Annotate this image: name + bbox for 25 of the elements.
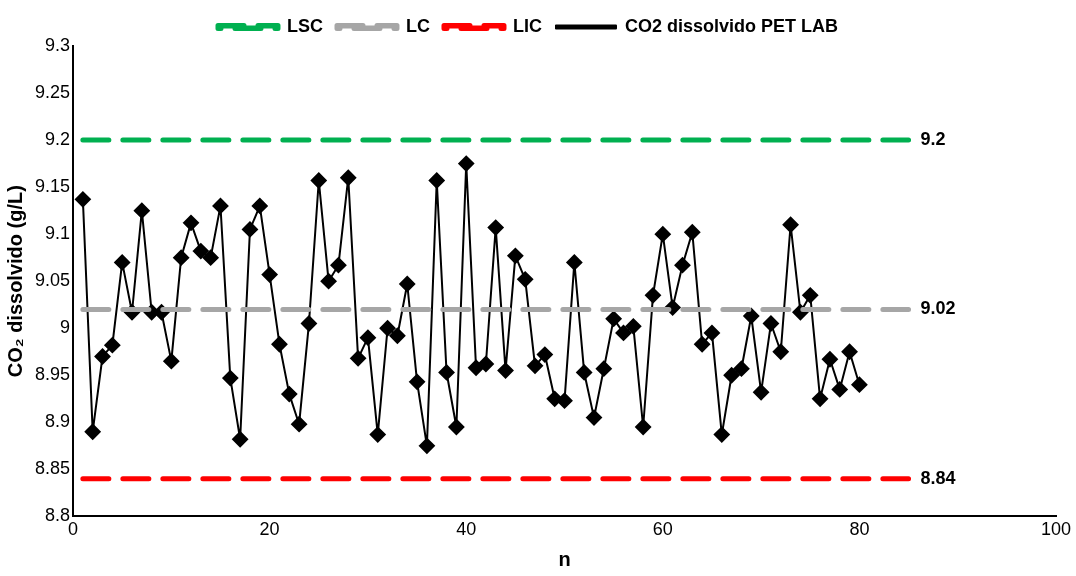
legend-label: LSC [286, 15, 323, 36]
y-tick-label: 9.05 [34, 270, 71, 291]
data-label: 8.84 [920, 467, 956, 488]
x-tick-label: 60 [652, 519, 673, 540]
y-tick-label: 9.1 [45, 223, 71, 244]
x-axis-title: n [558, 547, 571, 570]
y-tick-label: 9.25 [34, 82, 71, 103]
x-tick-label: 100 [1040, 519, 1072, 540]
x-tick-label: 0 [68, 519, 79, 540]
x-tick-label: 20 [259, 519, 280, 540]
x-tick-label: 40 [456, 519, 477, 540]
legend-label: LC [405, 15, 430, 36]
y-axis-title: CO₂ dissolvido (g/L) [3, 185, 26, 378]
y-tick-label: 8.9 [45, 411, 71, 432]
legend-label: LIC [512, 15, 542, 36]
y-tick-label: 9 [60, 317, 71, 338]
y-tick-label: 8.95 [34, 364, 71, 385]
y-tick-label: 9.2 [45, 129, 71, 150]
data-label: 9.02 [920, 298, 956, 319]
x-tick-label: 80 [849, 519, 870, 540]
legend-label: CO2 dissolvido PET LAB [624, 15, 839, 36]
data-label: 9.2 [920, 129, 946, 150]
y-tick-label: 9.15 [34, 176, 71, 197]
y-tick-label: 8.85 [34, 458, 71, 479]
y-tick-label: 9.3 [45, 34, 71, 55]
